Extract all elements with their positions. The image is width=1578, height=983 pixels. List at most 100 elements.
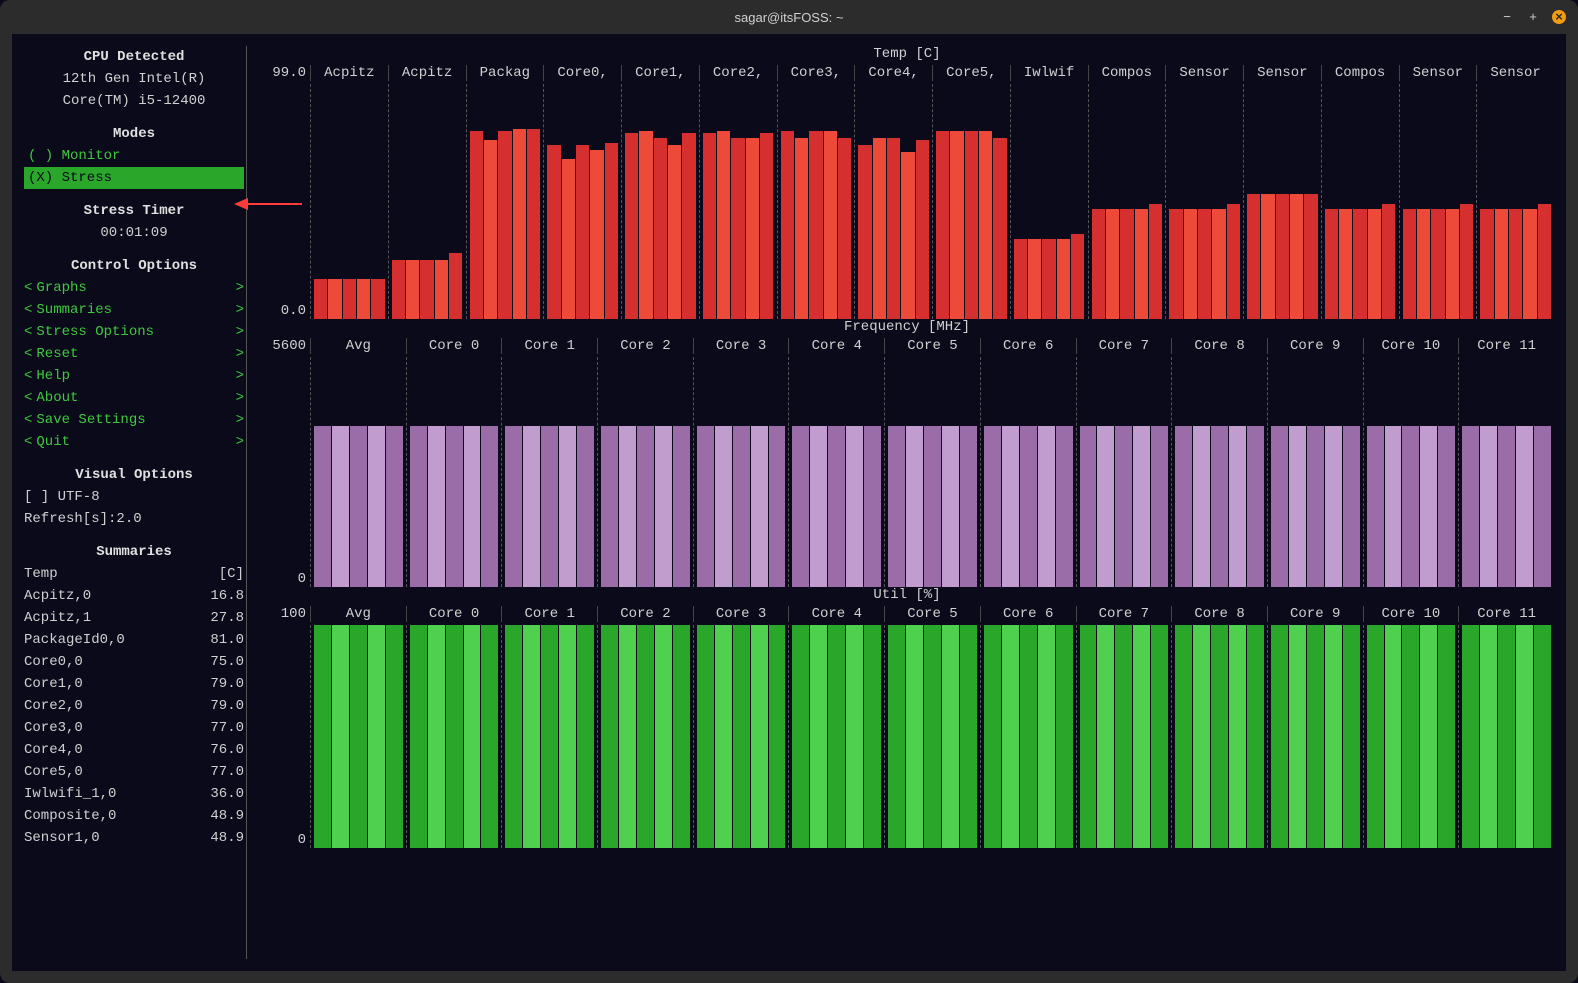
chart-bar	[960, 625, 977, 848]
chart-bar	[1417, 209, 1430, 319]
minimize-button[interactable]	[1500, 10, 1514, 24]
chart-bar	[464, 625, 481, 848]
cpu-line2: Core(TM) i5-12400	[24, 90, 244, 112]
chart-bar	[590, 150, 603, 319]
chart-column-label: Core3,	[777, 65, 855, 81]
freq-chart-header: 5600AvgCore 0Core 1Core 2Core 3Core 4Cor…	[260, 335, 1554, 357]
control-save-settings[interactable]: <Save Settings>	[24, 409, 244, 431]
control-reset[interactable]: <Reset>	[24, 343, 244, 365]
chart-column-label: Core5,	[932, 65, 1010, 81]
control-summaries[interactable]: <Summaries>	[24, 299, 244, 321]
chart-bar	[1056, 625, 1073, 848]
utf8-option[interactable]: [ ] UTF-8	[24, 486, 244, 508]
control-options-header: Control Options	[24, 255, 244, 277]
chart-bars-column	[1076, 357, 1172, 587]
chart-bar	[368, 426, 385, 587]
chart-bars-column	[1088, 84, 1166, 319]
chart-bar	[828, 426, 845, 587]
chart-column-label: Core2,	[699, 65, 777, 81]
freq-chart-title: Frequency [MHz]	[260, 319, 1554, 335]
control-graphs[interactable]: <Graphs>	[24, 277, 244, 299]
chart-bar	[1229, 625, 1246, 848]
chart-bar	[781, 131, 794, 319]
temp-chart-title: Temp [C]	[260, 46, 1554, 62]
window-title: sagar@itsFOSS: ~	[735, 10, 844, 25]
chart-bar	[1289, 426, 1306, 587]
chart-bar	[314, 426, 331, 587]
chart-bar	[731, 138, 744, 319]
summary-row: Core5,077.0	[24, 761, 244, 783]
chart-column-label: Packag	[466, 65, 544, 81]
charts-area: Temp [C] 99.0AcpitzAcpitzPackagCore0,Cor…	[260, 46, 1554, 959]
chart-bar	[1307, 426, 1324, 587]
chart-bars-column	[693, 625, 789, 848]
chart-bar	[1509, 209, 1522, 319]
chart-bar	[410, 625, 427, 848]
chart-bar	[1462, 426, 1479, 587]
chart-bar	[960, 426, 977, 587]
chart-bar	[864, 426, 881, 587]
close-button[interactable]	[1552, 10, 1566, 24]
chart-bars-column	[1363, 357, 1459, 587]
chart-bar	[1097, 426, 1114, 587]
chart-column-label: Core 3	[693, 606, 789, 622]
chart-bar	[470, 131, 483, 319]
chart-bar	[1498, 625, 1515, 848]
chart-bar	[577, 625, 594, 848]
chart-bars-column	[501, 357, 597, 587]
chart-bar	[428, 426, 445, 587]
chart-bar	[1431, 209, 1444, 319]
util-chart-title: Util [%]	[260, 587, 1554, 603]
chart-column-label: Core 1	[501, 338, 597, 354]
chart-bar	[993, 138, 1006, 319]
control-quit[interactable]: <Quit>	[24, 431, 244, 453]
chart-bar	[751, 625, 768, 848]
chart-bar	[435, 260, 448, 319]
chart-column-label: Compos	[1321, 65, 1399, 81]
chart-bar	[1115, 426, 1132, 587]
chart-bar	[406, 260, 419, 319]
chart-bar	[547, 145, 560, 319]
mode-stress[interactable]: (X) Stress	[24, 167, 244, 189]
chart-column-label: Core 10	[1363, 606, 1459, 622]
terminal-content: CPU Detected 12th Gen Intel(R) Core(TM) …	[12, 34, 1566, 971]
titlebar[interactable]: sagar@itsFOSS: ~	[0, 0, 1578, 34]
chart-bar	[888, 625, 905, 848]
chart-column-label: Avg	[310, 606, 406, 622]
chart-bar	[1353, 209, 1366, 319]
chart-bar	[824, 131, 837, 319]
chart-bar	[1420, 426, 1437, 587]
control-stress-options[interactable]: <Stress Options>	[24, 321, 244, 343]
chart-bar	[350, 426, 367, 587]
chart-column-label: Compos	[1088, 65, 1166, 81]
chart-bars-column	[980, 357, 1076, 587]
maximize-button[interactable]	[1526, 10, 1540, 24]
chart-column-label: Iwlwif	[1010, 65, 1088, 81]
chart-bar	[936, 131, 949, 319]
chart-bar	[428, 625, 445, 848]
chart-bar	[1057, 239, 1070, 319]
chart-bar	[576, 145, 589, 319]
chart-bars-column	[1399, 84, 1477, 319]
chart-column-label: Acpitz	[310, 65, 388, 81]
chart-bar	[810, 426, 827, 587]
chart-bar	[846, 426, 863, 587]
chart-bar	[1438, 426, 1455, 587]
chart-bar	[1020, 625, 1037, 848]
window-controls	[1500, 10, 1566, 24]
chart-y-min: 0	[298, 832, 306, 848]
chart-bar	[1198, 209, 1211, 319]
chart-bar	[523, 625, 540, 848]
control-help[interactable]: <Help>	[24, 365, 244, 387]
refresh-option[interactable]: Refresh[s]:2.0	[24, 508, 244, 530]
chart-bar	[668, 145, 681, 319]
chart-bars-column	[884, 625, 980, 848]
chart-bar	[864, 625, 881, 848]
chart-bar	[498, 131, 511, 319]
control-about[interactable]: <About>	[24, 387, 244, 409]
chart-bars-column	[1321, 84, 1399, 319]
temp-chart-header: 99.0AcpitzAcpitzPackagCore0,Core1,Core2,…	[260, 62, 1554, 84]
chart-bar	[1133, 625, 1150, 848]
mode-monitor[interactable]: ( ) Monitor	[24, 145, 244, 167]
temp-header-label: Temp	[24, 563, 219, 585]
